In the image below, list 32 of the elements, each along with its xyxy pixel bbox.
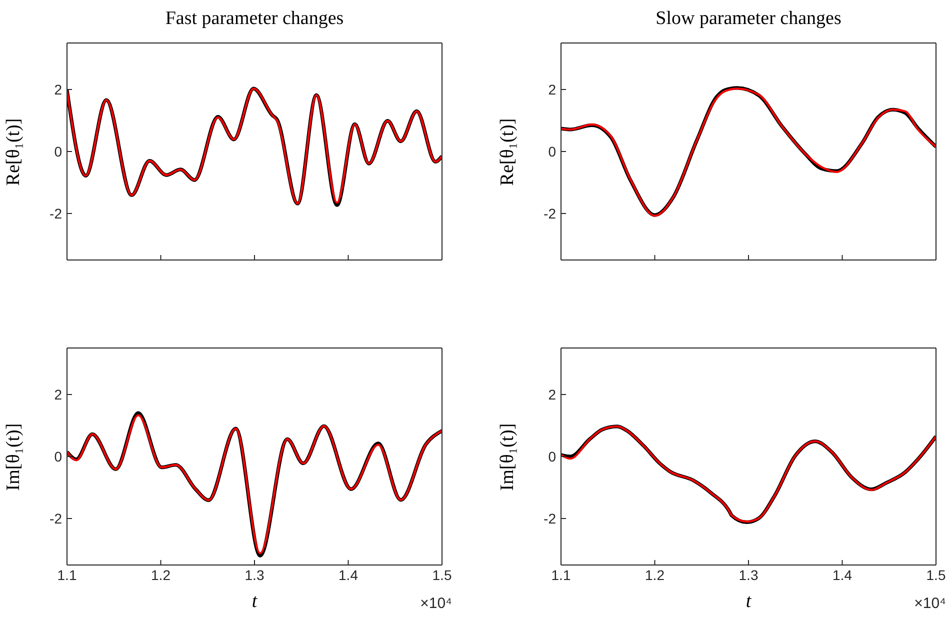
x-tick-label: 1.3 [244, 566, 264, 583]
y-tick-label: -2 [50, 510, 62, 526]
y-tick-label: -2 [544, 205, 556, 222]
chart-title: Fast parameter changes [164, 8, 345, 30]
x-axis-title: t [746, 591, 752, 612]
y-tick-label: 2 [54, 386, 62, 402]
y-axis-title: Im[θ₁(t)] [497, 422, 519, 490]
y-tick-label: 2 [548, 81, 556, 98]
y-tick-label: 0 [54, 143, 62, 160]
y-tick-label: -2 [544, 510, 556, 526]
y-axis-title: Re[θ₁(t)] [3, 118, 25, 186]
x-tick-label: 1.5 [926, 566, 946, 583]
y-tick-label: 2 [54, 81, 62, 98]
chart-title: Slow parameter changes [654, 8, 842, 30]
x-tick-label: 1.4 [832, 566, 852, 583]
x-tick-label: 1.1 [551, 566, 571, 583]
y-tick-label: 0 [548, 143, 556, 160]
y-tick-label: 0 [548, 448, 556, 464]
text: ×10⁴ [914, 595, 946, 612]
y-tick-label: 0 [54, 448, 62, 464]
x-tick-label: 1.5 [432, 566, 452, 583]
x-tick-label: 1.2 [151, 566, 171, 583]
x-tick-label: 1.3 [738, 566, 758, 583]
x-tick-label: 1.1 [57, 566, 77, 583]
text: ×10⁴ [420, 595, 452, 612]
y-axis-title: Re[θ₁(t)] [497, 118, 519, 186]
x-tick-label: 1.2 [645, 566, 665, 583]
y-tick-label: -2 [50, 205, 62, 222]
y-tick-label: 2 [548, 386, 556, 402]
y-axis-title: Im[θ₁(t)] [3, 422, 25, 490]
x-tick-label: 1.4 [338, 566, 358, 583]
x-axis-title: t [252, 591, 258, 612]
